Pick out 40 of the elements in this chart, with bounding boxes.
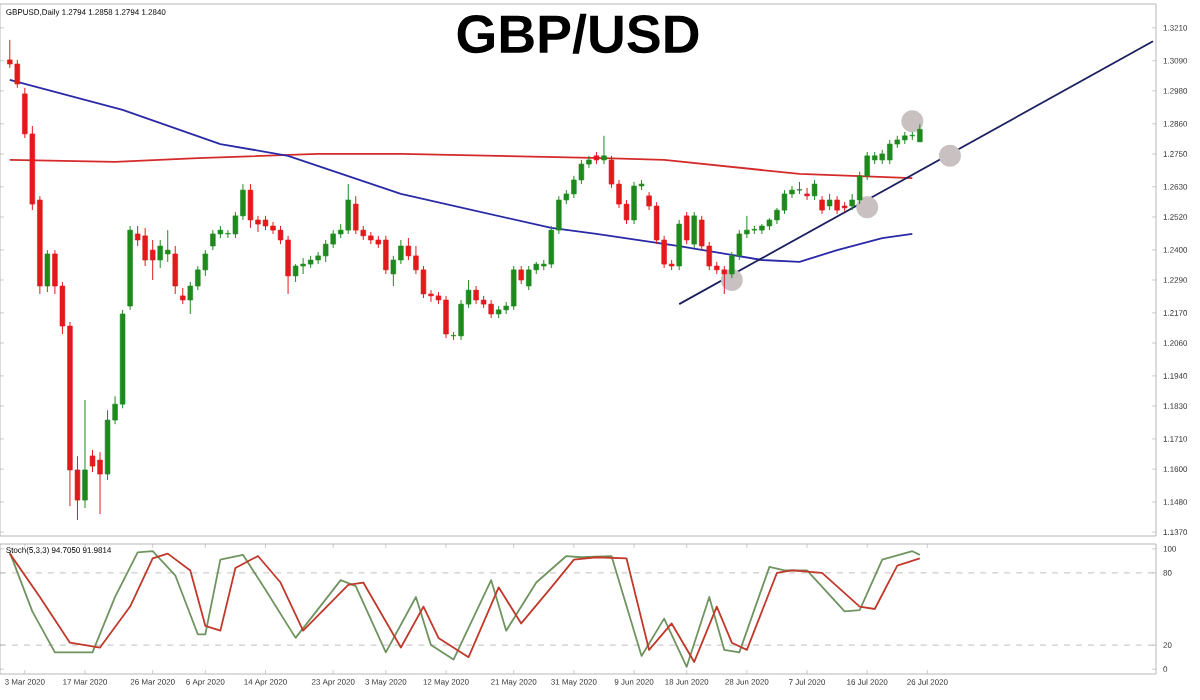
candlestick	[142, 227, 148, 267]
candlestick	[210, 229, 216, 251]
candlestick	[631, 181, 637, 225]
candlestick	[345, 183, 351, 235]
candlestick	[165, 229, 171, 263]
candlestick	[82, 399, 88, 509]
candlestick	[691, 211, 697, 249]
candlestick	[518, 265, 524, 285]
candlestick	[683, 211, 690, 245]
chart-title: GBP/USD	[457, 13, 699, 54]
candlestick	[157, 239, 163, 269]
candlestick	[511, 265, 517, 311]
line-series	[8, 153, 914, 179]
line-series	[8, 79, 914, 263]
candlestick	[383, 235, 389, 275]
candlestick	[285, 235, 291, 295]
candlestick	[473, 285, 479, 305]
candlestick	[811, 179, 818, 201]
candlestick	[247, 183, 254, 229]
candlestick	[14, 59, 20, 89]
candlestick	[676, 219, 682, 271]
point	[856, 196, 879, 219]
point	[938, 144, 961, 167]
candlestick	[526, 265, 532, 291]
candlestick	[270, 221, 276, 235]
candlestick	[804, 187, 810, 201]
candlestick	[315, 251, 321, 265]
candlestick	[443, 295, 449, 339]
candlestick	[97, 451, 103, 515]
candlestick	[601, 135, 607, 165]
point	[901, 110, 924, 133]
candlestick	[353, 195, 359, 235]
candlestick	[44, 249, 51, 293]
candlestick	[488, 299, 494, 319]
candlestick	[721, 265, 727, 295]
candlestick	[322, 239, 329, 263]
candlestick	[887, 139, 893, 165]
candlestick	[172, 245, 178, 295]
candlestick	[149, 239, 156, 281]
candlestick	[300, 257, 306, 275]
